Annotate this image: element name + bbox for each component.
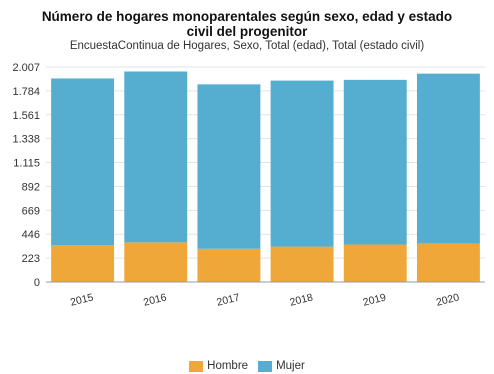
y-tick-label: 0: [34, 277, 40, 289]
bar-mujer-2020: [417, 74, 480, 244]
bar-mujer-2018: [271, 81, 334, 247]
bar-hombre-2015: [51, 245, 114, 282]
bar-mujer-2016: [124, 71, 187, 242]
legend-item-mujer[interactable]: Mujer: [258, 360, 305, 372]
legend-swatch-mujer: [258, 361, 272, 372]
legend-swatch-hombre: [189, 361, 203, 372]
y-tick-label: 223: [22, 253, 40, 265]
bar-hombre-2017: [197, 249, 260, 282]
x-tick-label: 2017: [215, 291, 241, 308]
bar-mujer-2015: [51, 78, 114, 245]
chart-legend: Hombre Mujer: [0, 360, 494, 372]
x-tick-label: 2016: [142, 291, 168, 308]
x-tick-label: 2018: [289, 291, 315, 308]
bar-hombre-2019: [344, 245, 407, 282]
x-tick-label: 2019: [362, 291, 388, 308]
bar-mujer-2017: [197, 84, 260, 248]
y-tick-label: 892: [22, 181, 40, 193]
y-tick-label: 1.561: [12, 110, 40, 122]
bar-hombre-2018: [271, 247, 334, 282]
x-tick-label: 2020: [435, 291, 461, 308]
y-tick-label: 2.007: [12, 62, 40, 74]
bar-hombre-2016: [124, 242, 187, 282]
y-tick-label: 1.338: [12, 134, 40, 146]
bar-hombre-2020: [417, 243, 480, 282]
legend-item-hombre[interactable]: Hombre: [189, 360, 248, 372]
y-tick-label: 1.115: [13, 158, 40, 170]
y-tick-label: 446: [22, 229, 40, 241]
y-tick-label: 1.784: [12, 86, 40, 98]
legend-label-hombre: Hombre: [207, 360, 248, 372]
bar-mujer-2019: [344, 80, 407, 245]
x-tick-label: 2015: [69, 291, 95, 308]
legend-label-mujer: Mujer: [276, 360, 305, 372]
y-tick-label: 669: [22, 205, 40, 217]
